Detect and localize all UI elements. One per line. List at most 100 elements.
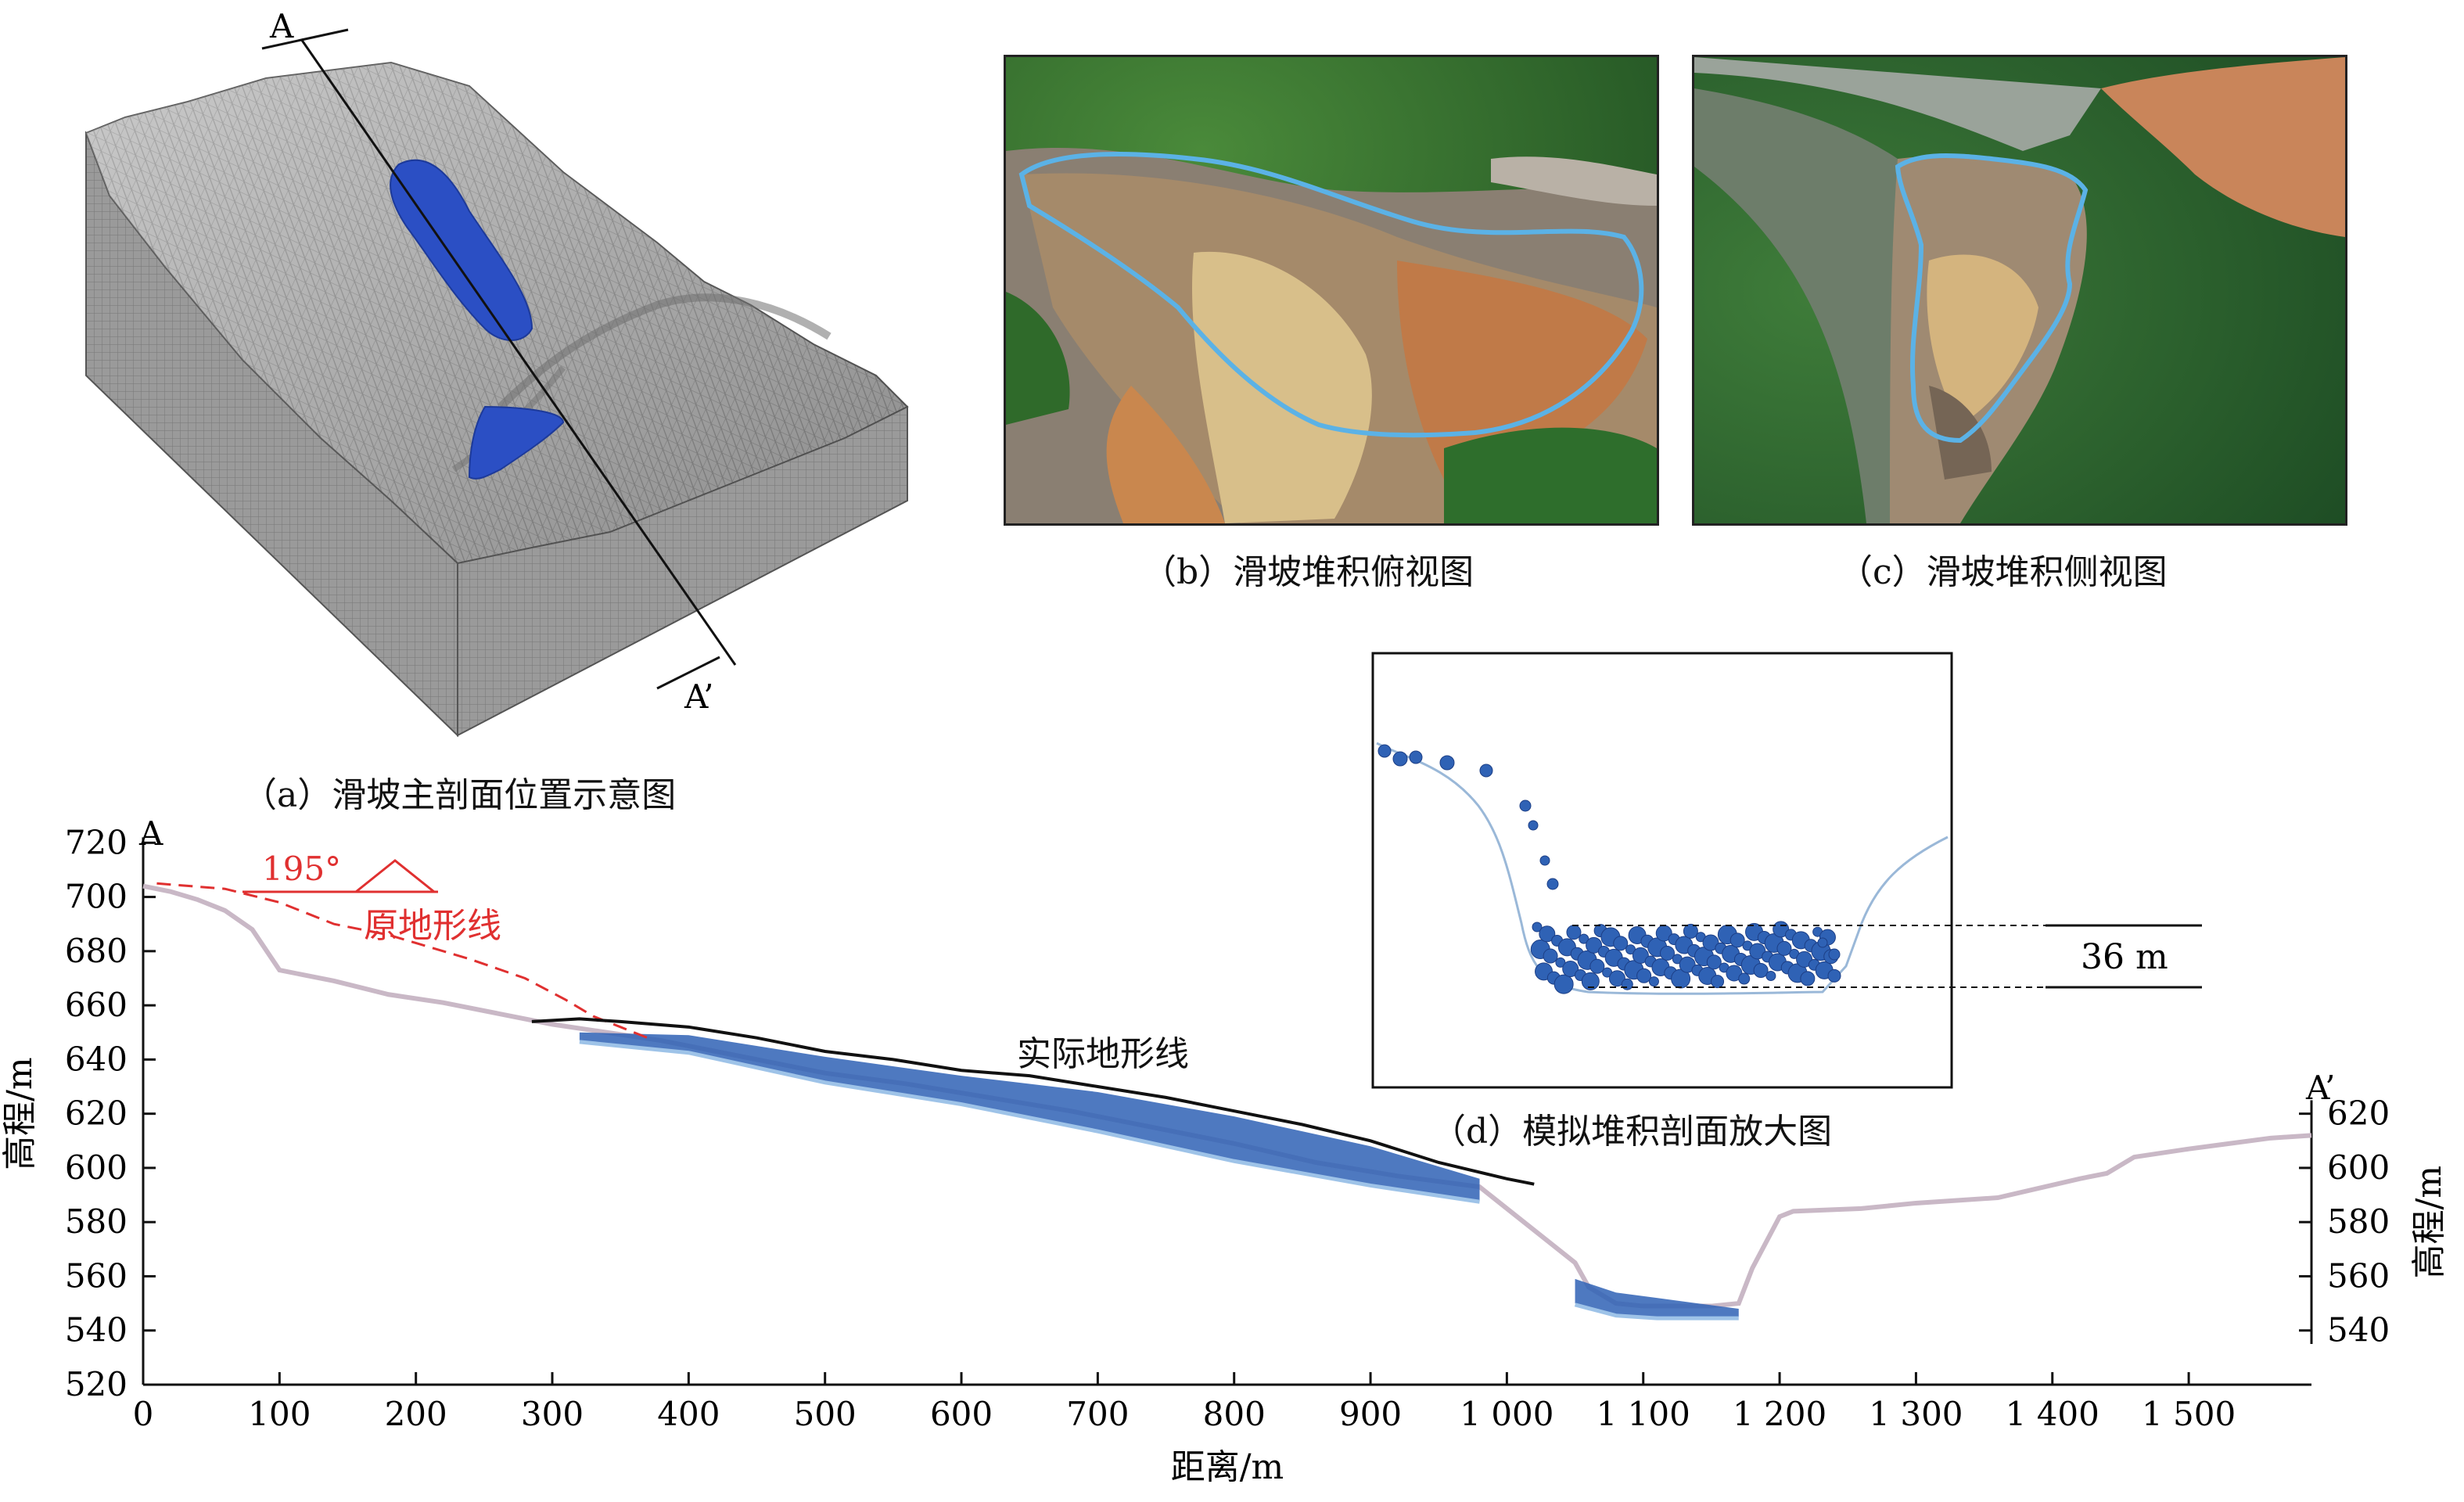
actual-terrain-line bbox=[531, 1017, 1535, 1186]
particle bbox=[1532, 922, 1543, 932]
x-tick-label: 500 bbox=[794, 1395, 857, 1433]
x-tick-label: 1 000 bbox=[1460, 1395, 1553, 1433]
valley-ridge bbox=[497, 293, 832, 410]
section-label-a-prime: A’ bbox=[684, 677, 714, 716]
y-tick-label-left: 520 bbox=[65, 1365, 128, 1403]
x-tick-label: 1 100 bbox=[1597, 1395, 1690, 1433]
particle bbox=[1796, 950, 1813, 968]
slide-mass-upper bbox=[390, 159, 533, 341]
particle bbox=[1827, 968, 1841, 983]
deposit-edge bbox=[1574, 1303, 1739, 1321]
original-line-label: 原地形线 bbox=[364, 906, 501, 946]
y-tick-label-right: 620 bbox=[2327, 1094, 2390, 1133]
particle bbox=[1648, 976, 1659, 987]
particle bbox=[1439, 755, 1455, 771]
particle bbox=[1683, 923, 1698, 939]
x-tick-label: 0 bbox=[133, 1395, 154, 1433]
deposit-outline-side bbox=[1895, 153, 2089, 444]
particle bbox=[1749, 943, 1766, 960]
particle bbox=[1586, 936, 1603, 954]
particle bbox=[1729, 932, 1745, 948]
x-tick-label: 200 bbox=[385, 1395, 447, 1433]
y-tick-label-left: 700 bbox=[65, 878, 128, 916]
thickness-label: 36 m bbox=[2081, 937, 2168, 977]
y-tick-label-left: 720 bbox=[65, 823, 128, 861]
particle bbox=[1636, 968, 1652, 983]
y-axis-label-right: 高程/m bbox=[2409, 1166, 2449, 1279]
particle bbox=[1543, 948, 1558, 964]
particle bbox=[1546, 878, 1559, 890]
y-tick-label-right: 580 bbox=[2327, 1202, 2390, 1241]
section-line-a bbox=[300, 38, 737, 666]
particle bbox=[1702, 934, 1719, 951]
particle bbox=[1528, 820, 1539, 831]
x-tick-label: 1 200 bbox=[1733, 1395, 1826, 1433]
particle bbox=[1562, 961, 1579, 978]
x-tick-label: 1 300 bbox=[1869, 1395, 1963, 1433]
y-tick-label-right: 560 bbox=[2327, 1256, 2390, 1295]
y-axis-label-left: 高程/m bbox=[0, 1057, 40, 1170]
caption-a: （a）滑坡主剖面位置示意图 bbox=[242, 775, 677, 815]
particle bbox=[1409, 750, 1423, 764]
particle bbox=[1555, 957, 1566, 968]
particle bbox=[1479, 764, 1493, 778]
particle bbox=[1765, 970, 1776, 981]
section-tick-a-prime bbox=[656, 656, 720, 690]
x-tick-label: 300 bbox=[521, 1395, 584, 1433]
y-tick-label-left: 540 bbox=[65, 1311, 128, 1349]
particle bbox=[1589, 958, 1605, 974]
y-tick-label-left: 580 bbox=[65, 1202, 128, 1241]
section-tick-a bbox=[261, 28, 349, 50]
terrain-model-3d: A A’ bbox=[84, 7, 909, 738]
slide-mass-lower bbox=[468, 405, 565, 480]
photo-side-view bbox=[1692, 55, 2347, 526]
particle bbox=[1553, 974, 1574, 994]
y-tick-label-left: 640 bbox=[65, 1040, 128, 1078]
deposit-layer bbox=[579, 1032, 1739, 1321]
photo-top-view bbox=[1004, 55, 1659, 526]
particle bbox=[1726, 965, 1743, 982]
terrain-layer bbox=[142, 883, 2312, 1309]
caption-c: （c）滑坡堆积侧视图 bbox=[1838, 552, 2168, 592]
inset-frame bbox=[1371, 652, 1953, 1089]
caption-b: （b）滑坡堆积俯视图 bbox=[1142, 552, 1474, 592]
x-tick-label: 400 bbox=[657, 1395, 720, 1433]
particle bbox=[1581, 972, 1600, 990]
particle bbox=[1679, 956, 1696, 973]
particle bbox=[1519, 800, 1532, 812]
x-axis-label: 距离/m bbox=[1171, 1447, 1284, 1487]
y-tick-label-left: 620 bbox=[65, 1094, 128, 1133]
y-tick-label-left: 600 bbox=[65, 1148, 128, 1187]
caption-d: （d）模拟堆积剖面放大图 bbox=[1431, 1112, 1833, 1152]
particle bbox=[1539, 925, 1556, 943]
y-tick-label-left: 560 bbox=[65, 1256, 128, 1295]
inset-particles bbox=[1377, 744, 1841, 994]
deposit-outline-top bbox=[1018, 152, 1644, 438]
particle bbox=[1706, 954, 1722, 970]
particle bbox=[1621, 978, 1633, 990]
y-tick-label-left: 680 bbox=[65, 932, 128, 970]
particle bbox=[1392, 751, 1408, 767]
terrain-line bbox=[142, 883, 2312, 1309]
x-tick-label: 1 400 bbox=[2006, 1395, 2099, 1433]
y-tick-label-left: 660 bbox=[65, 986, 128, 1024]
direction-marker: 195° bbox=[242, 850, 438, 893]
x-tick-label: 700 bbox=[1066, 1395, 1129, 1433]
particle bbox=[1566, 925, 1582, 940]
particle bbox=[1632, 947, 1649, 964]
particle bbox=[1738, 972, 1751, 985]
particle bbox=[1800, 971, 1816, 986]
particle bbox=[1613, 936, 1629, 951]
x-tick-label: 800 bbox=[1203, 1395, 1266, 1433]
particle bbox=[1608, 970, 1625, 987]
profile-label-a-prime: A’ bbox=[2305, 1069, 2336, 1107]
particle bbox=[1828, 948, 1841, 961]
deposit-band bbox=[1575, 1278, 1739, 1317]
x-tick-label: 900 bbox=[1339, 1395, 1402, 1433]
lines-layer bbox=[156, 882, 1535, 1186]
deposit-edge bbox=[579, 1040, 1480, 1204]
particle bbox=[1753, 962, 1769, 978]
particle bbox=[1817, 937, 1828, 948]
particle bbox=[1660, 945, 1676, 961]
